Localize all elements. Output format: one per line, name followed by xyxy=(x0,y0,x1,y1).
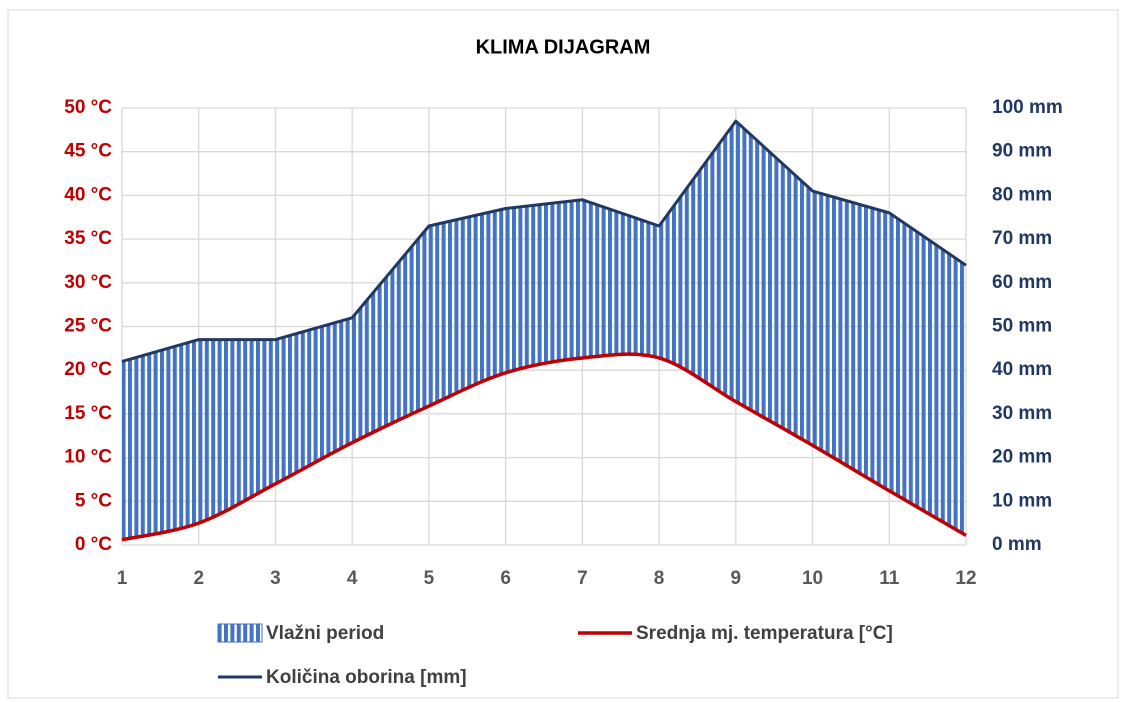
chart-title: KLIMA DIJAGRAM xyxy=(476,36,651,58)
y2-tick-label: 60 mm xyxy=(992,272,1052,293)
y-tick-label: 5 °C xyxy=(75,490,112,511)
legend-label: Vlažni period xyxy=(266,623,384,644)
y-tick-label: 0 °C xyxy=(75,534,112,555)
y-tick-label: 10 °C xyxy=(64,447,112,468)
x-tick-label: 9 xyxy=(731,568,742,589)
x-tick-label: 12 xyxy=(955,568,976,589)
y2-tick-label: 50 mm xyxy=(992,316,1052,337)
x-tick-label: 4 xyxy=(347,568,358,589)
x-tick-label: 7 xyxy=(577,568,588,589)
series-line xyxy=(121,119,967,363)
y-tick-label: 35 °C xyxy=(64,228,112,249)
wet-period-area xyxy=(122,121,966,540)
x-tick-label: 1 xyxy=(117,568,128,589)
legend-label: Srednja mj. temperatura [°C] xyxy=(636,623,893,644)
y-tick-label: 15 °C xyxy=(64,403,112,424)
y2-tick-label: 20 mm xyxy=(992,447,1052,468)
y-tick-label: 40 °C xyxy=(64,184,112,205)
y-tick-label: 25 °C xyxy=(64,316,112,337)
y2-tick-label: 70 mm xyxy=(992,228,1052,249)
x-tick-label: 6 xyxy=(500,568,511,589)
y2-tick-label: 30 mm xyxy=(992,403,1052,424)
y2-tick-label: 100 mm xyxy=(992,97,1063,118)
y-tick-label: 20 °C xyxy=(64,359,112,380)
x-tick-label: 3 xyxy=(270,568,281,589)
x-tick-label: 10 xyxy=(802,568,823,589)
legend-label: Količina oborina [mm] xyxy=(266,667,467,688)
x-tick-label: 2 xyxy=(193,568,204,589)
legend-swatch xyxy=(217,623,263,643)
series-line xyxy=(121,352,967,542)
x-tick-label: 8 xyxy=(654,568,665,589)
y-tick-label: 30 °C xyxy=(64,272,112,293)
x-tick-label: 5 xyxy=(424,568,435,589)
y2-tick-label: 80 mm xyxy=(992,184,1052,205)
y2-tick-label: 0 mm xyxy=(992,534,1042,555)
y2-tick-label: 10 mm xyxy=(992,490,1052,511)
y2-tick-label: 40 mm xyxy=(992,359,1052,380)
x-tick-label: 11 xyxy=(879,568,900,589)
y-tick-label: 45 °C xyxy=(64,141,112,162)
y2-tick-label: 90 mm xyxy=(992,141,1052,162)
y-tick-label: 50 °C xyxy=(64,97,112,118)
